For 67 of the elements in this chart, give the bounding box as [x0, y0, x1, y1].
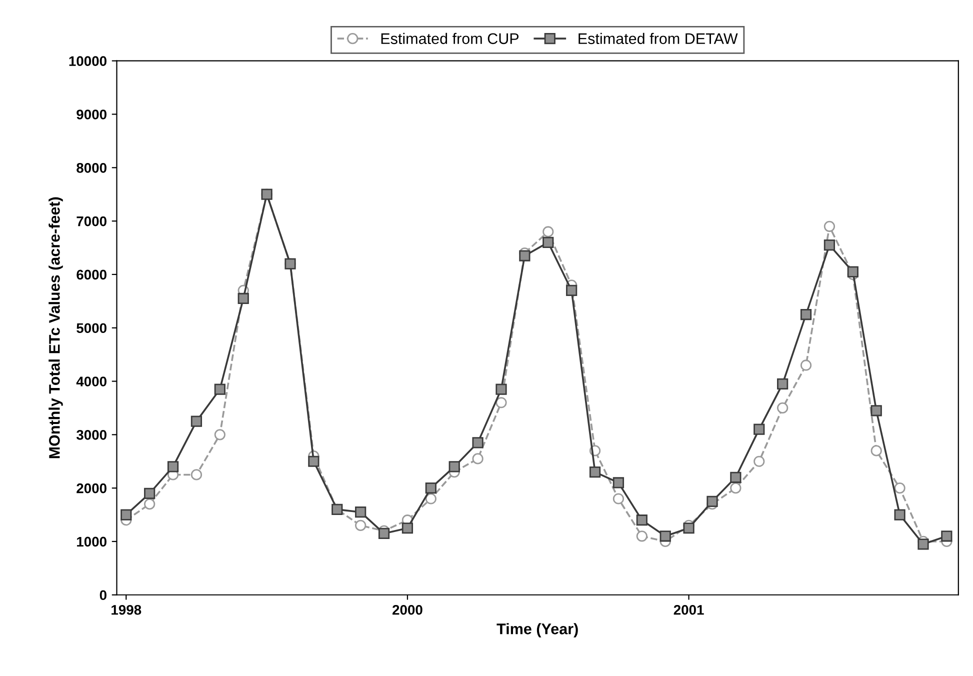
point: [402, 522, 414, 534]
y-axis-title: MOnthly Total ETc Values (acre-feet): [48, 197, 63, 458]
y-tick-label: 8000: [76, 162, 106, 173]
point: [472, 453, 484, 464]
x-tick-label: 1998: [112, 604, 142, 615]
point: [636, 530, 648, 542]
y-tick-label: 10000: [69, 56, 106, 66]
y-tick-label: 9000: [76, 110, 106, 120]
y-tick-label: 6000: [76, 270, 106, 280]
y-tick-label: 3000: [76, 430, 106, 440]
point: [754, 456, 765, 467]
point: [636, 514, 648, 526]
point: [894, 482, 906, 494]
point: [800, 360, 812, 371]
x-axis-title: Time (Year): [496, 623, 578, 638]
point: [754, 424, 765, 435]
point: [660, 530, 671, 542]
point: [448, 461, 460, 472]
point: [190, 416, 202, 427]
x-tick-label: 2001: [674, 604, 704, 615]
y-tick-label: 1000: [77, 536, 106, 547]
point: [730, 472, 742, 483]
point: [144, 488, 156, 499]
point: [847, 266, 858, 278]
point: [777, 378, 788, 390]
point: [308, 456, 320, 467]
point: [355, 520, 366, 532]
point: [496, 384, 507, 395]
point: [589, 466, 601, 478]
legend-label: Estimated from CUP: [381, 32, 519, 44]
legend-label: Estimated from DETAW: [578, 32, 738, 44]
point: [425, 482, 436, 494]
point: [941, 530, 952, 542]
point: [870, 445, 882, 456]
point: [800, 308, 812, 320]
point: [378, 528, 390, 540]
point: [542, 226, 554, 238]
point: [214, 429, 226, 440]
point: [214, 384, 226, 395]
y-tick-label: 5000: [76, 323, 106, 334]
point: [894, 509, 906, 520]
y-tick-label: 2000: [76, 483, 106, 494]
point: [777, 402, 788, 414]
point: [566, 284, 578, 296]
point: [870, 405, 882, 416]
point: [355, 506, 366, 518]
point: [167, 461, 179, 472]
y-tick-label: 0: [100, 590, 106, 600]
point: [496, 397, 507, 408]
point: [120, 509, 132, 520]
point: [542, 236, 554, 248]
point: [519, 250, 530, 262]
y-tick-label: 7000: [76, 216, 106, 226]
point: [612, 493, 624, 504]
point: [238, 292, 249, 304]
point: [730, 482, 742, 494]
y-tick-label: 4000: [76, 376, 106, 386]
point: [425, 493, 436, 504]
point: [824, 240, 836, 251]
point: [824, 220, 836, 232]
point: [683, 522, 694, 534]
point: [190, 469, 202, 480]
point: [144, 498, 156, 510]
x-tick-label: 2000: [392, 604, 422, 615]
point: [918, 538, 929, 550]
point: [472, 437, 484, 448]
point: [612, 477, 624, 488]
